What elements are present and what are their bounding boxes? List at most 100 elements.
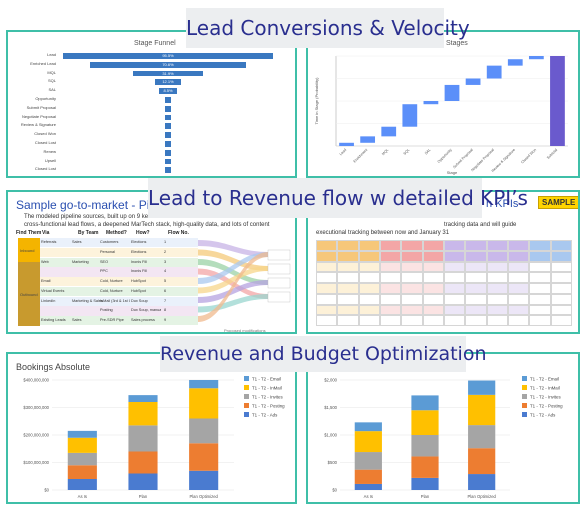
kpi-cell [380,315,402,326]
waterfall-tick-label: Submit Proposal [452,148,474,170]
pipeline-headers: Find Them Via By Team Method? How? Flow No. [16,230,206,238]
funnel-bar [165,114,171,121]
kpi-cell [401,304,423,316]
pipeline-row [40,247,198,258]
kpi-cell [422,304,444,316]
sankey-node [267,263,291,275]
kpi-cell [337,261,359,273]
funnel-bar-label: 12.1% [162,79,174,85]
bookings-y-tick: $500 [328,460,338,465]
kpi-cell [508,261,530,273]
bookings-bar-segment [354,431,382,453]
bookings-bar-segment [67,452,97,466]
bookings-bar-segment [67,430,97,438]
kpi-cell [444,240,466,251]
bookings-legend-label: T1 - T2 - Invites [530,394,561,399]
bookings-legend-swatch [522,394,527,399]
funnel-bar [165,149,171,156]
kpi-cell [444,304,466,316]
pipeline-method: Posting [100,308,113,313]
kpi-cell [358,250,380,262]
kpi-cell [358,293,380,305]
stages-waterfall-panel: Stages Lead Enrichment MQL SQL SAL Opportunit… [306,30,580,178]
pipeline-flow: 3 [164,259,167,264]
kpi-cell [316,250,338,262]
pipeline-team: Sales [72,240,82,244]
kpi-cell [401,272,423,283]
bookings-bar-segment [411,456,439,478]
bookings-bar-segment [128,451,158,474]
funnel-bar [165,141,171,147]
kpi-cell [401,293,423,305]
pipeline-how: Elections [131,240,147,244]
bookings-y-tick: $1,500 [324,405,337,410]
kpi-cell [401,240,423,251]
kpi-cell [380,304,402,316]
bookings-legend-swatch [244,412,249,417]
bookings-legend-label: T1 - T2 - Posting [252,403,285,408]
bookings-y-tick: $2,000 [324,378,337,383]
kpi-cell [508,283,530,294]
funnel-rows: Lead 95.5% Enriched Lead 70.6% MQL 31.9% SQL 12… [8,52,295,176]
pipeline-row [40,306,198,316]
kpi-cell [508,250,530,262]
kpi-cell [550,315,572,326]
kpi-cell [422,261,444,273]
bookings-chart: $0 $500 $1,000 $1,500 $2,000 As Is Plan Plan Op… [324,376,563,499]
pipeline-header: Method? [106,230,127,236]
bookings-legend-swatch [522,412,527,417]
kpi-cell [358,261,380,273]
waterfall-tick-label: Closed Won [520,148,537,165]
waterfall-bar [423,101,439,105]
kpi-cell [337,293,359,305]
kpi-title-fragment: h KPIs [486,198,519,210]
pipeline-flow: 2 [164,249,167,254]
waterfall-bar [444,84,460,101]
sample-badge: SAMPLE [538,196,578,209]
kpi-cell [465,272,487,283]
kpi-cell [465,283,487,294]
kpi-cell [486,304,508,316]
bookings-bar-segment [189,443,219,471]
kpi-cell [529,283,551,294]
bookings-legend-swatch [244,385,249,390]
waterfall-bar [381,126,397,137]
bookings-legend-swatch [522,385,527,390]
bookings-bar-segment [468,394,496,426]
sankey-flow [198,280,268,303]
bookings-bar-segment [411,410,439,435]
kpi-cell [337,272,359,283]
pipeline-via: Existing Leads [41,318,66,323]
kpi-cell [465,304,487,316]
funnel-row-label: Opportunity [35,96,56,101]
kpi-cell [550,250,572,262]
waterfall-tick-label: Review & Signature [491,148,516,173]
sankey-flow [198,294,268,313]
pipeline-sankey [198,240,291,322]
pipeline-label-outbound: Outbound [20,292,38,297]
kpi-cell [422,283,444,294]
sankey-node [267,291,291,303]
funnel-bar-label: 31.9% [162,70,174,76]
bookings-bar-segment [468,448,496,475]
waterfall-tick-label: Subtotal [546,148,558,160]
pipeline-header: How? [136,230,150,236]
pipeline-flow: 4 [164,269,167,274]
bookings-bar-segment [189,418,219,444]
pipeline-how: Dux Soup, manual [131,308,161,313]
bookings-bar-segment [67,465,97,479]
funnel-bar [154,79,182,86]
kpi-cell [380,272,402,283]
pipeline-flow: 5 [164,279,167,284]
pipeline-flow: 8 [164,308,167,313]
kpi-desc-1: tracking data and will guide [444,222,517,228]
bookings-bar-segment [189,380,219,389]
bookings-bar-segment [67,437,97,453]
kpi-cell [358,304,380,316]
kpi-cell [465,261,487,273]
banner-revenue-budget: Revenue and Budget Optimization [160,336,487,372]
kpi-cell [486,250,508,262]
kpi-cell [529,315,551,326]
kpi-cell [529,240,551,251]
bookings-x-tick: As Is [78,494,87,499]
